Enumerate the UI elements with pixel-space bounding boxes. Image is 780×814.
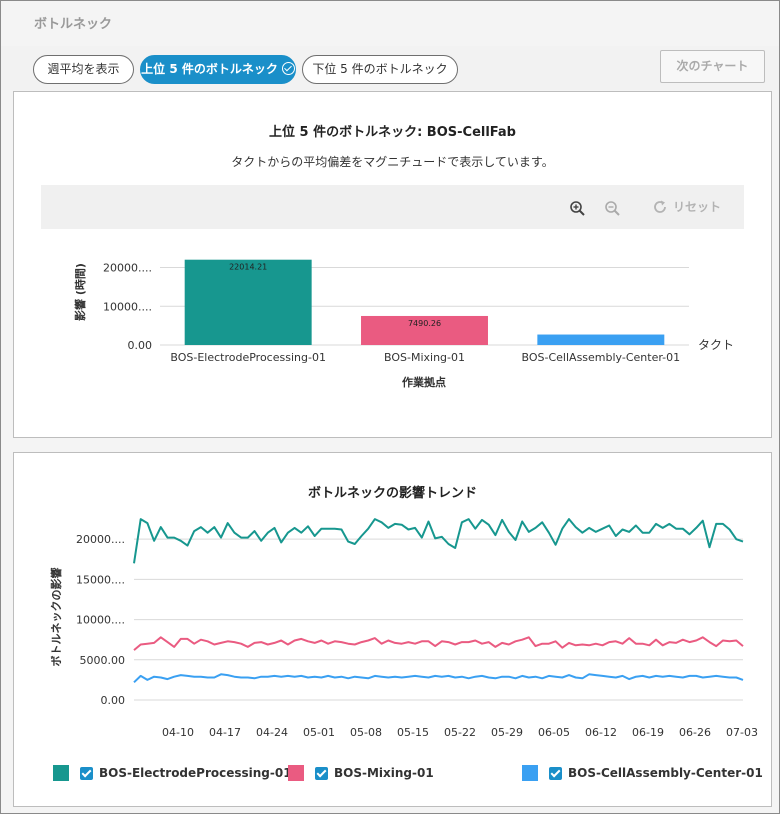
trend-y-axis-label: ボトルネックの影響 — [49, 568, 63, 667]
trend-y-tick-label: 5000.00 — [80, 654, 126, 667]
legend-label: BOS-ElectrodeProcessing-01 — [99, 766, 292, 780]
top5-bottlenecks-button[interactable]: 上位 5 件のボトルネック — [140, 55, 296, 84]
top5-bottlenecks-label: 上位 5 件のボトルネック — [141, 62, 278, 76]
bar-x-tick-label: BOS-ElectrodeProcessing-01 — [170, 351, 326, 364]
page-title: ボトルネック — [34, 17, 113, 32]
bar-data-label: 7490.26 — [408, 319, 441, 328]
trend-x-tick-label: 04-17 — [209, 726, 241, 739]
toolbar: 週平均を表示 上位 5 件のボトルネック 下位 5 件のボトルネック — [1, 46, 779, 90]
trend-line-chart: ボトルネックの影響 0.00 5000.00 10000.... 15000.... 2… — [49, 518, 758, 739]
bar — [184, 259, 312, 345]
trend-x-tick-label: 05-15 — [397, 726, 429, 739]
legend-checkbox[interactable] — [315, 767, 328, 780]
trend-series-line — [133, 673, 744, 684]
legend-label: BOS-CellAssembly-Center-01 — [568, 766, 763, 780]
trend-x-tick-label: 04-24 — [256, 726, 288, 739]
takt-line-label: タクト — [698, 338, 734, 352]
trend-x-tick-label: 07-03 — [726, 726, 758, 739]
bar-y-axis-label: 影響 (時間) — [73, 263, 87, 321]
zoom-toolbar: リセット — [41, 185, 744, 229]
bar — [537, 334, 665, 345]
trend-y-tick-label: 15000.... — [76, 573, 125, 586]
trend-y-tick-label: 20000.... — [76, 533, 125, 546]
trend-x-tick-label: 05-08 — [350, 726, 382, 739]
legend-checkbox[interactable] — [549, 767, 562, 780]
legend-checkbox[interactable] — [80, 767, 93, 780]
bar-x-tick-label: BOS-CellAssembly-Center-01 — [522, 351, 681, 364]
bar-chart-panel: 上位 5 件のボトルネック: BOS-CellFab タクトからの平均偏差をマグ… — [13, 91, 772, 438]
trend-chart-title: ボトルネックの影響トレンド — [307, 486, 477, 501]
trend-chart-panel: ボトルネックの影響トレンド ボトルネックの影響 0.00 5000.00 10000… — [13, 452, 772, 807]
trend-y-tick-label: 0.00 — [101, 694, 126, 707]
bar-x-tick-label: BOS-Mixing-01 — [384, 351, 465, 364]
bar-chart-title: 上位 5 件のボトルネック: BOS-CellFab — [268, 125, 516, 140]
bar-data-label: 22014.21 — [229, 263, 267, 272]
reset-label: リセット — [673, 200, 722, 214]
trend-x-tick-label: 06-19 — [632, 726, 664, 739]
trend-x-tick-label: 04-10 — [162, 726, 194, 739]
bar-chart: 影響 (時間) 作業拠点 タクト 0.00 10000.... 20000.... 2… — [73, 259, 734, 389]
bar-x-axis-label: 作業拠点 — [402, 375, 446, 389]
bar — [361, 315, 488, 345]
trend-x-tick-label: 05-22 — [444, 726, 476, 739]
next-chart-button[interactable]: 次のチャート — [660, 50, 765, 83]
refresh-icon — [654, 200, 666, 213]
trend-x-tick-label: 05-29 — [491, 726, 523, 739]
trend-series-line — [133, 518, 744, 564]
trend-x-tick-label: 06-26 — [679, 726, 711, 739]
trend-x-tick-label: 06-05 — [538, 726, 570, 739]
legend-swatch — [522, 765, 538, 781]
bar-y-tick-label: 10000.... — [103, 300, 152, 313]
weekly-average-button[interactable]: 週平均を表示 — [33, 55, 134, 84]
zoom-in-icon[interactable] — [568, 199, 588, 217]
legend-label: BOS-Mixing-01 — [334, 766, 434, 780]
trend-x-tick-label: 06-12 — [585, 726, 617, 739]
trend-x-tick-label: 05-01 — [303, 726, 335, 739]
checkmark-circle-icon — [281, 62, 295, 75]
legend-swatch — [288, 765, 304, 781]
reset-zoom-button[interactable]: リセット — [652, 197, 721, 217]
legend-swatch — [53, 765, 69, 781]
trend-series-line — [133, 636, 744, 651]
bar-chart-subtitle: タクトからの平均偏差をマグニチュードで表示しています。 — [231, 155, 554, 169]
bar-y-tick-label: 20000.... — [103, 262, 152, 275]
trend-y-tick-label: 10000.... — [76, 614, 125, 627]
zoom-out-icon[interactable] — [603, 199, 623, 217]
bottom5-bottlenecks-button[interactable]: 下位 5 件のボトルネック — [302, 55, 458, 84]
bar-y-tick-label: 0.00 — [128, 339, 153, 352]
